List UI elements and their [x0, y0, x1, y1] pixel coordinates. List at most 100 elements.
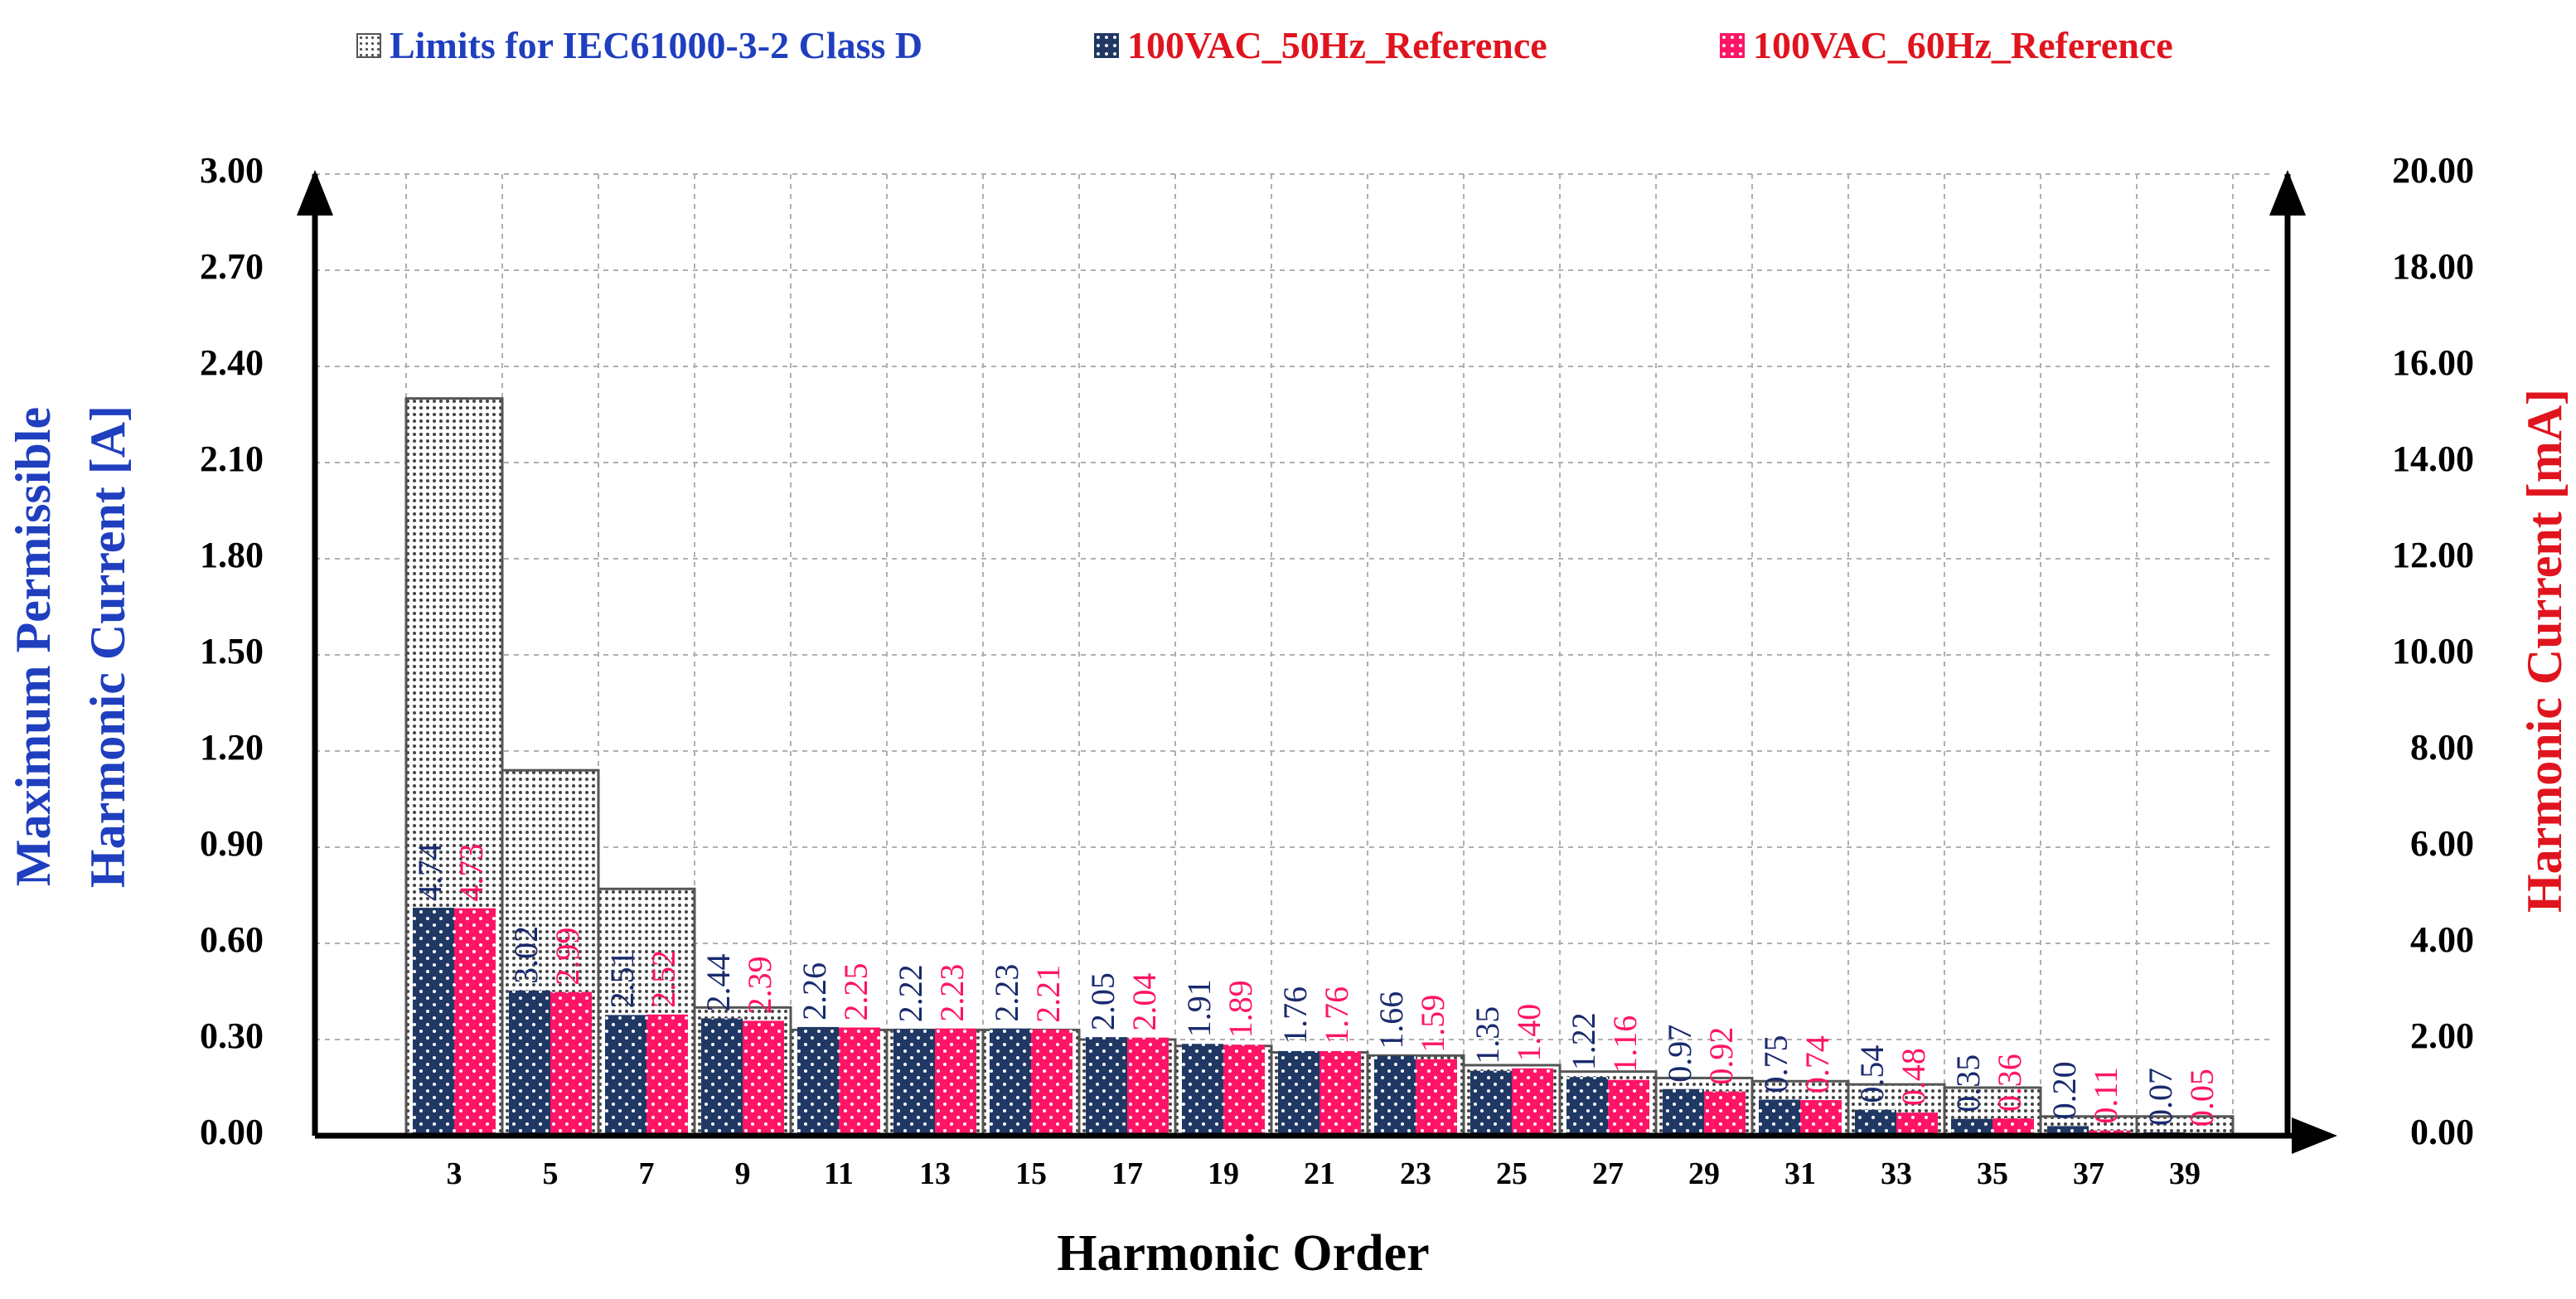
bar-50hz — [605, 1015, 646, 1136]
right-axis-title: Harmonic Current [mA] — [2517, 388, 2572, 914]
bar-50hz — [1759, 1099, 1800, 1136]
data-label-60hz: 2.04 — [1126, 973, 1163, 1031]
data-label-50hz: 1.76 — [1276, 986, 1314, 1045]
data-label-60hz: 1.76 — [1318, 986, 1355, 1045]
bar-60hz — [646, 1014, 688, 1136]
legend-label-60hz: 100VAC_60Hz_Reference — [1753, 24, 2173, 66]
data-label-50hz: 0.20 — [2046, 1061, 2083, 1119]
right-tick-label: 18.00 — [2392, 246, 2474, 287]
data-label-60hz: 1.59 — [1414, 995, 1451, 1053]
x-tick-label: 19 — [1208, 1156, 1239, 1191]
left-tick-label: 3.00 — [200, 150, 264, 191]
left-axis-title-line2: Harmonic Current [A] — [80, 405, 135, 889]
left-tick-label: 2.40 — [200, 342, 264, 383]
bar-50hz — [1855, 1109, 1896, 1136]
legend-item-limits: Limits for IEC61000-3-2 Class D — [356, 23, 922, 67]
legend-item-60hz: 100VAC_60Hz_Reference — [1720, 23, 2173, 67]
data-label-50hz: 3.02 — [507, 926, 545, 984]
data-label-50hz: 1.22 — [1565, 1012, 1602, 1070]
bar-60hz — [550, 991, 592, 1136]
x-tick-label: 37 — [2073, 1156, 2104, 1191]
axes — [297, 170, 2337, 1154]
data-label-60hz: 0.48 — [1895, 1048, 1932, 1106]
data-label-60hz: 2.39 — [741, 956, 778, 1014]
right-axis-arrow — [2269, 170, 2306, 216]
data-label-50hz: 0.35 — [1949, 1054, 1987, 1112]
data-label-50hz: 2.23 — [988, 964, 1025, 1022]
bar-60hz — [1704, 1091, 1746, 1136]
data-label-60hz: 4.73 — [453, 844, 490, 902]
data-label-50hz: 0.97 — [1661, 1025, 1698, 1083]
left-tick-label: 1.50 — [200, 631, 264, 671]
data-label-50hz: 0.07 — [2142, 1068, 2179, 1126]
data-label-50hz: 2.05 — [1084, 972, 1121, 1030]
bar-50hz — [2047, 1126, 2089, 1136]
bar-50hz — [509, 990, 550, 1136]
legend-swatch-50hz — [1094, 32, 1119, 58]
bar-50hz — [893, 1029, 935, 1136]
data-label-50hz: 0.54 — [1853, 1045, 1891, 1103]
data-label-60hz: 1.16 — [1606, 1015, 1644, 1074]
x-tick-label: 7 — [639, 1156, 655, 1191]
x-tick-label: 35 — [1977, 1156, 2008, 1191]
data-labels: 4.74 4.73 3.02 2.99 2.51 2.52 2.44 2.39 2.26 2.25… — [411, 843, 2220, 1127]
bar-60hz — [1416, 1059, 1457, 1136]
bar-50hz — [1182, 1044, 1223, 1136]
data-label-50hz: 4.74 — [411, 843, 448, 901]
series-60hz-bars — [454, 908, 2226, 1136]
bar-50hz — [1951, 1118, 1993, 1136]
tick-labels: 0.00 0.30 0.60 0.90 1.20 1.50 1.80 2.10 2.40 2.70… — [200, 150, 2474, 1191]
legend-label-limits: Limits for IEC61000-3-2 Class D — [390, 24, 923, 66]
bar-50hz — [1278, 1050, 1319, 1136]
left-tick-label: 2.10 — [200, 439, 264, 479]
x-tick-label: 27 — [1592, 1156, 1624, 1191]
data-label-60hz: 2.23 — [933, 964, 971, 1022]
data-label-50hz: 2.51 — [603, 950, 641, 1008]
bar-50hz — [701, 1018, 743, 1136]
data-label-60hz: 0.92 — [1702, 1027, 1740, 1085]
x-axis-arrow — [2292, 1117, 2337, 1154]
data-label-50hz: 2.22 — [892, 964, 929, 1022]
bar-60hz — [1512, 1068, 1553, 1136]
right-tick-label: 2.00 — [2410, 1015, 2474, 1056]
data-label-60hz: 2.21 — [1029, 965, 1067, 1023]
bar-60hz — [743, 1020, 784, 1136]
x-tick-label: 39 — [2169, 1156, 2201, 1191]
x-tick-label: 5 — [543, 1156, 559, 1191]
legend-label-50hz: 100VAC_50Hz_Reference — [1127, 24, 1547, 66]
bar-50hz — [1086, 1037, 1127, 1136]
data-label-50hz: 1.66 — [1373, 991, 1410, 1049]
bar-60hz — [1319, 1050, 1361, 1136]
bar-50hz — [1470, 1070, 1512, 1136]
x-tick-label: 23 — [1400, 1156, 1431, 1191]
left-tick-label: 1.20 — [200, 727, 264, 768]
bar-50hz — [990, 1028, 1031, 1136]
left-tick-label: 0.60 — [200, 919, 264, 960]
series-50hz-bars — [413, 908, 2185, 1136]
x-tick-label: 33 — [1881, 1156, 1912, 1191]
data-label-50hz: 0.75 — [1757, 1035, 1794, 1093]
bar-50hz — [413, 908, 454, 1136]
right-tick-label: 16.00 — [2392, 342, 2474, 383]
x-tick-label: 9 — [735, 1156, 751, 1191]
data-label-50hz: 2.26 — [796, 962, 833, 1020]
right-tick-label: 12.00 — [2392, 535, 2474, 575]
bar-60hz — [1031, 1029, 1073, 1136]
legend-swatch-limits — [356, 32, 381, 58]
x-tick-label: 29 — [1688, 1156, 1720, 1191]
right-tick-label: 20.00 — [2392, 150, 2474, 191]
bar-60hz — [839, 1027, 880, 1136]
bar-60hz — [1127, 1037, 1169, 1136]
bar-50hz — [1374, 1055, 1416, 1136]
data-label-60hz: 2.25 — [837, 963, 874, 1021]
bar-50hz — [1663, 1088, 1704, 1136]
x-tick-label: 15 — [1015, 1156, 1047, 1191]
data-label-60hz: 1.40 — [1510, 1004, 1547, 1062]
left-tick-label: 0.00 — [200, 1112, 264, 1152]
right-tick-label: 0.00 — [2410, 1112, 2474, 1152]
x-axis-title: Harmonic Order — [1057, 1225, 1430, 1282]
data-label-60hz: 0.74 — [1799, 1035, 1836, 1093]
bar-60hz — [454, 908, 496, 1136]
data-label-60hz: 2.52 — [645, 950, 682, 1008]
data-label-60hz: 0.05 — [2183, 1069, 2220, 1127]
